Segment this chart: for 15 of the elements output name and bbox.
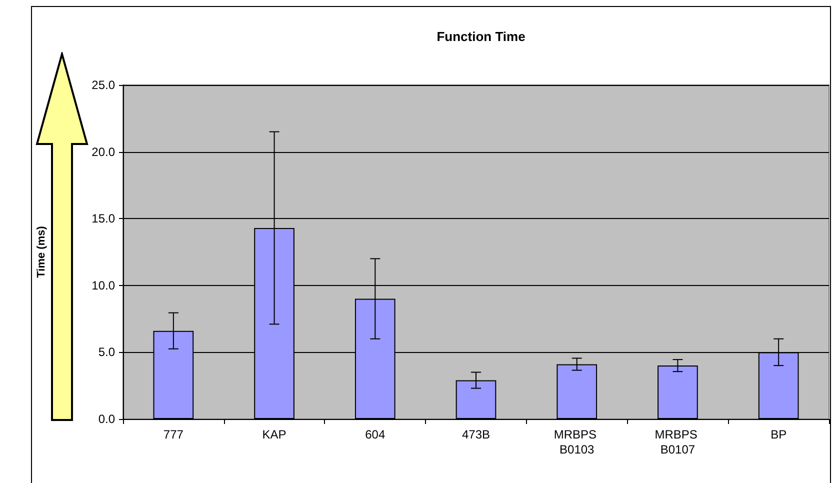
y-tick-label: 5.0 (98, 345, 116, 360)
x-tick-label: KAP (262, 428, 286, 442)
y-tick-label: 10.0 (92, 278, 116, 292)
y-tick-label: 15.0 (92, 212, 116, 226)
y-axis-title: Time (ms) (36, 226, 48, 278)
y-tick-label: 0.0 (98, 412, 116, 426)
x-tick-label: BP (770, 428, 787, 442)
chart-title: Function Time (436, 29, 526, 44)
x-tick-label: MRBPS B0103 (554, 428, 600, 456)
x-tick-label: 777 (163, 428, 184, 442)
x-tick-label: 604 (365, 428, 386, 442)
y-tick-label: 25.0 (92, 78, 116, 92)
y-tick-label: 20.0 (92, 144, 116, 159)
x-tick-label: 473B (462, 428, 490, 442)
x-tick-label: MRBPS B0107 (654, 428, 701, 456)
